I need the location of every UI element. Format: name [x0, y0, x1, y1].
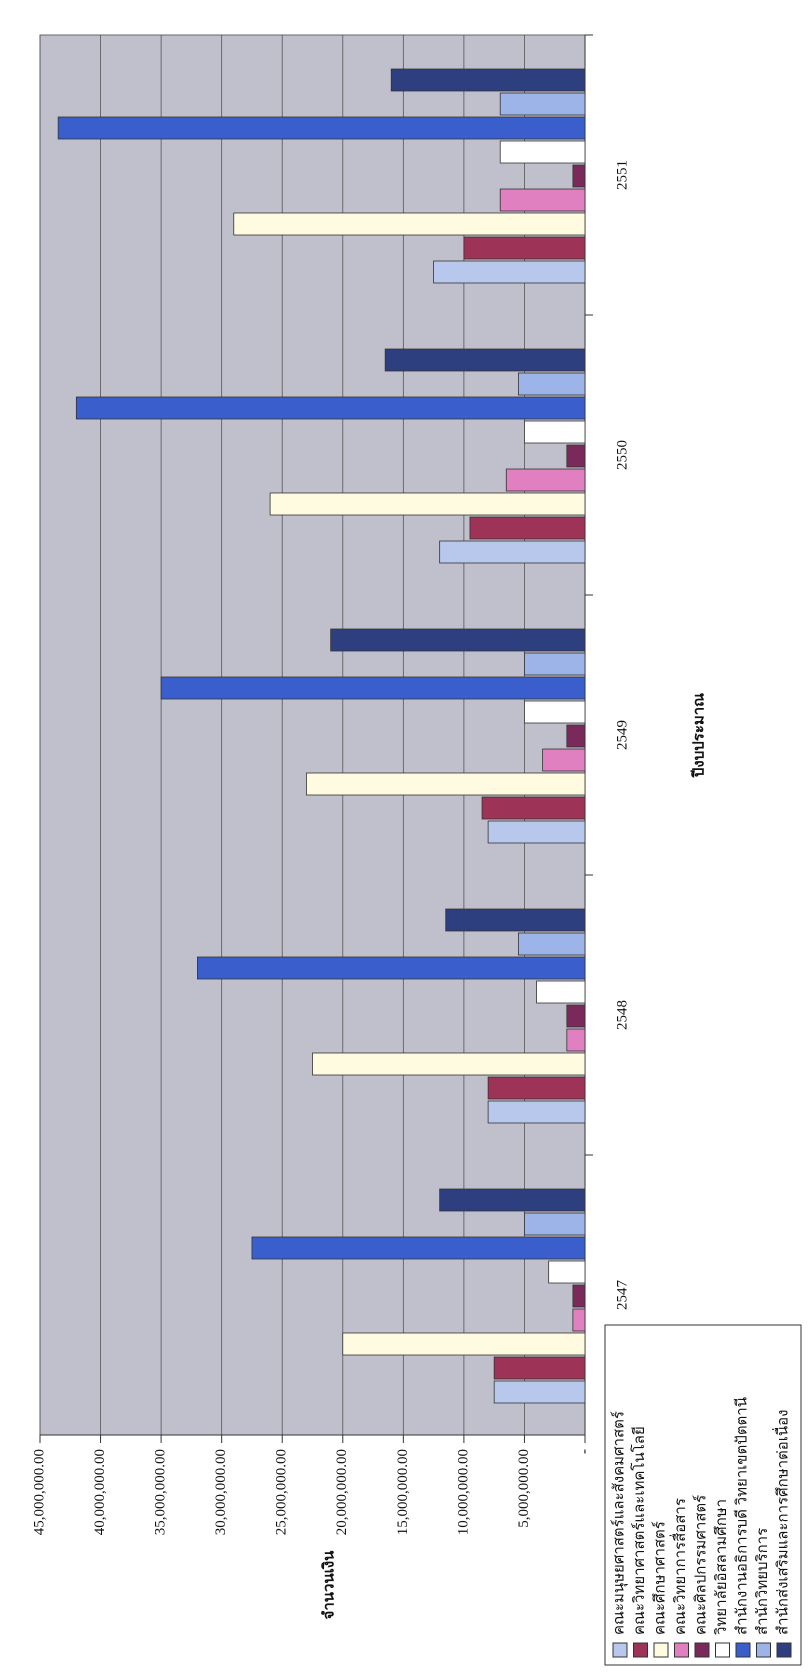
- bar: [524, 1212, 586, 1236]
- legend-label: สำนักวิทยบริการ: [754, 1528, 771, 1635]
- bar: [160, 676, 586, 700]
- bar: [566, 444, 586, 468]
- legend-label: คณะวิทยาศาสตร์และเทคโนโลยี: [630, 1426, 648, 1635]
- bar: [481, 796, 586, 820]
- legend-label: คณะศึกษาศาสตร์: [651, 1521, 668, 1635]
- bar: [463, 236, 586, 260]
- legend-swatch: [735, 1642, 751, 1658]
- y-axis-title: จำนวนเงิน: [319, 1550, 337, 1620]
- y-tick-label: 35,000,000.00: [153, 1449, 169, 1535]
- bar: [306, 772, 586, 796]
- legend-swatch: [756, 1642, 771, 1658]
- bar: [330, 628, 586, 652]
- bar: [439, 1188, 586, 1212]
- bar: [566, 1028, 586, 1052]
- legend-label: คณะมนุษยศาสตร์และสังคมศาสตร์: [610, 1411, 628, 1635]
- bar: [342, 1332, 586, 1356]
- bar: [517, 372, 586, 396]
- y-tick-label: -: [576, 1449, 592, 1454]
- bar: [499, 92, 586, 116]
- y-tick-label: 10,000,000.00: [455, 1449, 471, 1535]
- x-tick-label: 2549: [614, 720, 630, 750]
- bar: [493, 1356, 586, 1380]
- legend-swatch: [674, 1642, 689, 1658]
- bar: [524, 420, 586, 444]
- y-tick-label: 15,000,000.00: [395, 1449, 411, 1535]
- bar: [269, 492, 586, 516]
- x-tick-label: 2547: [614, 1280, 630, 1311]
- y-tick-label: 40,000,000.00: [92, 1449, 108, 1535]
- bar: [536, 980, 586, 1004]
- bar: [524, 652, 586, 676]
- legend-swatch: [715, 1642, 730, 1658]
- y-tick-label: 20,000,000.00: [334, 1449, 350, 1535]
- legend-label: สำนักส่งเสริมและการศึกษาต่อเนื่อง: [771, 1410, 791, 1635]
- bar: [251, 1236, 586, 1260]
- rotated-chart: จำนวนเงิน ปีงบประมาณ - 5,000,000.00 10,000…: [31, 34, 802, 1666]
- bar: [384, 348, 586, 372]
- bar: [57, 116, 586, 140]
- bar: [548, 1260, 586, 1284]
- bar: [445, 908, 586, 932]
- bar: [469, 516, 586, 540]
- legend-label: คณะวิทยาการสื่อสาร: [669, 1498, 689, 1635]
- y-tick-label: 30,000,000.00: [213, 1449, 229, 1535]
- bar: [487, 1100, 586, 1124]
- bar: [524, 700, 586, 724]
- bar: [439, 540, 586, 564]
- bar: [505, 468, 586, 492]
- x-axis-title: ปีงบประมาณ: [690, 693, 707, 778]
- bar: [75, 396, 586, 420]
- bar: [487, 1076, 586, 1100]
- bar: [499, 188, 586, 212]
- bar: [572, 1284, 586, 1308]
- bar: [390, 68, 586, 92]
- x-tick-label: 2551: [614, 160, 630, 190]
- bar: [566, 1004, 586, 1028]
- bar: [566, 724, 586, 748]
- legend-label: วิทยาลัยอิสลามศึกษา: [713, 1499, 730, 1636]
- x-tick-label: 2550: [614, 440, 630, 470]
- bar: [197, 956, 586, 980]
- bar: [493, 1380, 586, 1404]
- y-tick-label: 45,000,000.00: [31, 1449, 47, 1535]
- bar: [542, 748, 586, 772]
- bar: [487, 820, 586, 844]
- legend-swatch: [776, 1642, 792, 1658]
- bar: [572, 164, 586, 188]
- legend-label: คณะศิลปกรรมศาสตร์: [692, 1495, 709, 1635]
- legend-swatch: [633, 1642, 648, 1658]
- y-tick-label: 25,000,000.00: [274, 1449, 290, 1535]
- bar: [517, 932, 586, 956]
- legend-swatch: [612, 1642, 628, 1658]
- bar: [312, 1052, 586, 1076]
- legend-swatch: [694, 1642, 710, 1658]
- legend-swatch: [653, 1642, 669, 1658]
- bar: [572, 1308, 586, 1332]
- legend: [604, 1324, 802, 1666]
- legend-label: สำนักงานอธิการบดี วิทยาเขตปัตตานี: [733, 1397, 750, 1635]
- bar: [499, 140, 586, 164]
- bar: [233, 212, 586, 236]
- y-tick-label: 5,000,000.00: [516, 1449, 532, 1528]
- x-tick-label: 2548: [614, 1000, 630, 1030]
- bar: [433, 260, 586, 284]
